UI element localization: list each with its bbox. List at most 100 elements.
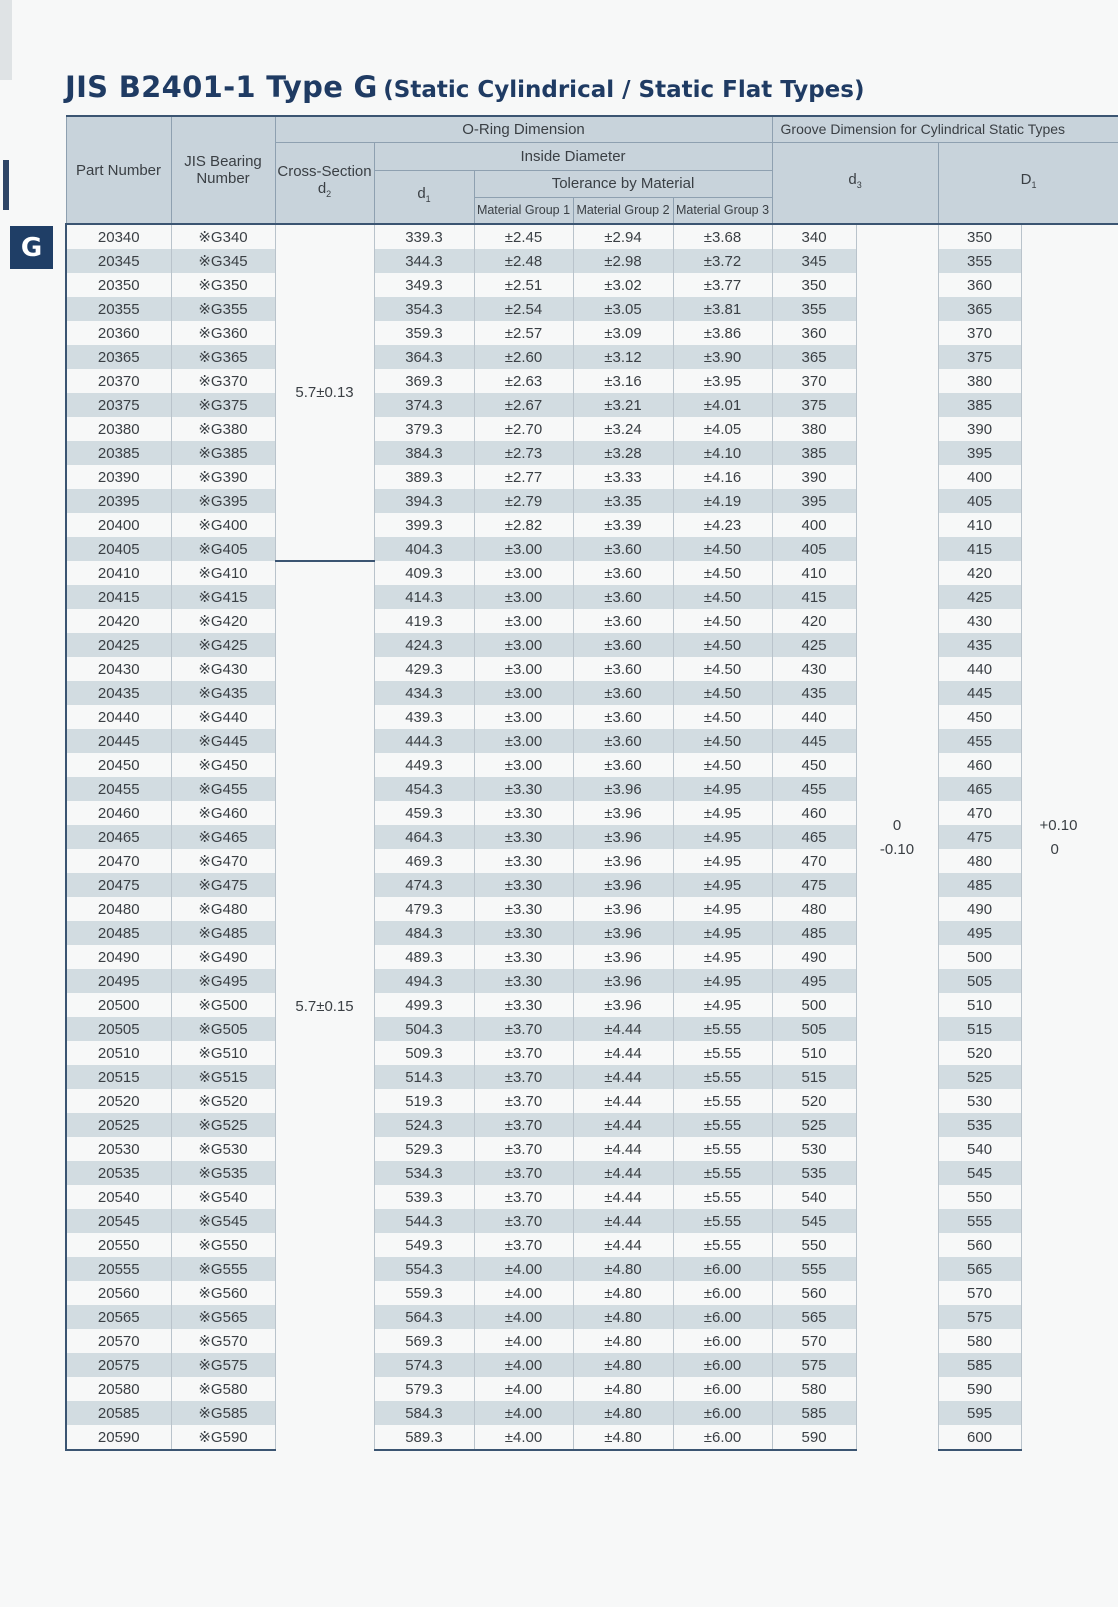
cell-d1: 574.3 [373, 1353, 475, 1377]
cell-tolerance-group-1: ±3.00 [473, 561, 574, 585]
cell-tolerance-group-2: ±3.60 [572, 657, 674, 681]
cell-tolerance-group-3: ±5.55 [672, 1017, 773, 1041]
table-row: 20430 ※G430 429.3 ±3.00 ±3.60 ±4.50 430 440 [65, 657, 1118, 681]
cell-d1: 399.3 [373, 513, 475, 537]
cell-part-number: 20430 [65, 657, 172, 681]
cell-d1: 349.3 [373, 273, 475, 297]
cell-d1: 514.3 [373, 1065, 475, 1089]
cell-d1: 439.3 [373, 705, 475, 729]
cell-d1: 589.3 [373, 1425, 475, 1451]
cell-tolerance-group-1: ±3.70 [473, 1161, 574, 1185]
cell-tolerance-group-2: ±4.44 [572, 1041, 674, 1065]
cell-d3-tolerance: 0 -0.10 [855, 224, 939, 1450]
cell-D1: 365 [937, 297, 1022, 321]
cell-tolerance-group-1: ±4.00 [473, 1329, 574, 1353]
table-row: 20400 ※G400 399.3 ±2.82 ±3.39 ±4.23 400 410 [65, 513, 1118, 537]
oring-table: Part Number JIS Bearing Number O-Ring Di… [65, 115, 1118, 1451]
cell-tolerance-group-3: ±5.55 [672, 1185, 773, 1209]
cell-part-number: 20360 [65, 321, 172, 345]
cell-d3: 555 [771, 1257, 857, 1281]
cell-tolerance-group-2: ±3.60 [572, 609, 674, 633]
cell-d1: 484.3 [373, 921, 475, 945]
cell-tolerance-group-1: ±2.70 [473, 417, 574, 441]
cell-d3: 425 [771, 633, 857, 657]
cell-tolerance-group-1: ±3.70 [473, 1113, 574, 1137]
cell-d3: 510 [771, 1041, 857, 1065]
cell-d3: 525 [771, 1113, 857, 1137]
section-marker-bar [3, 160, 9, 210]
cell-jis-bearing-number: ※G540 [170, 1185, 276, 1209]
table-row: 20510 ※G510 509.3 ±3.70 ±4.44 ±5.55 510 520 [65, 1041, 1118, 1065]
cell-D1: 435 [937, 633, 1022, 657]
cell-tolerance-group-3: ±5.55 [672, 1209, 773, 1233]
cell-part-number: 20565 [65, 1305, 172, 1329]
cell-tolerance-group-3: ±4.50 [672, 561, 773, 585]
cell-tolerance-group-3: ±4.95 [672, 825, 773, 849]
cell-tolerance-group-3: ±4.50 [672, 585, 773, 609]
table-row: 20500 ※G500 499.3 ±3.30 ±3.96 ±4.95 500 510 [65, 993, 1118, 1017]
cell-d1: 519.3 [373, 1089, 475, 1113]
cell-part-number: 20400 [65, 513, 172, 537]
cell-tolerance-group-2: ±4.44 [572, 1017, 674, 1041]
cell-d3: 545 [771, 1209, 857, 1233]
cell-d1: 459.3 [373, 801, 475, 825]
cell-d1: 369.3 [373, 369, 475, 393]
cell-D1: 535 [937, 1113, 1022, 1137]
cell-D1: 475 [937, 825, 1022, 849]
cell-tolerance-group-1: ±3.00 [473, 537, 574, 561]
cell-d3: 390 [771, 465, 857, 489]
cell-jis-bearing-number: ※G560 [170, 1281, 276, 1305]
cell-part-number: 20525 [65, 1113, 172, 1137]
table-row: 20550 ※G550 549.3 ±3.70 ±4.44 ±5.55 550 560 [65, 1233, 1118, 1257]
cell-tolerance-group-2: ±3.60 [572, 537, 674, 561]
table-row: 20415 ※G415 414.3 ±3.00 ±3.60 ±4.50 415 425 [65, 585, 1118, 609]
cell-tolerance-group-3: ±6.00 [672, 1425, 773, 1451]
cell-tolerance-group-2: ±3.60 [572, 585, 674, 609]
cell-d3: 585 [771, 1401, 857, 1425]
cell-D1: 425 [937, 585, 1022, 609]
cell-tolerance-group-1: ±2.54 [473, 297, 574, 321]
cell-tolerance-group-1: ±4.00 [473, 1257, 574, 1281]
cell-d1: 394.3 [373, 489, 475, 513]
table-header: Part Number JIS Bearing Number O-Ring Di… [65, 115, 1118, 225]
cell-d3: 340 [771, 224, 857, 249]
cell-D1: 355 [937, 249, 1022, 273]
table-row: 20450 ※G450 449.3 ±3.00 ±3.60 ±4.50 450 460 [65, 753, 1118, 777]
cell-tolerance-group-3: ±4.95 [672, 969, 773, 993]
cell-tolerance-group-2: ±3.60 [572, 681, 674, 705]
table-row: 20525 ※G525 524.3 ±3.70 ±4.44 ±5.55 525 535 [65, 1113, 1118, 1137]
cell-tolerance-group-2: ±3.96 [572, 921, 674, 945]
cell-tolerance-group-3: ±4.05 [672, 417, 773, 441]
cell-tolerance-group-2: ±4.80 [572, 1257, 674, 1281]
cell-D1: 530 [937, 1089, 1022, 1113]
cell-tolerance-group-1: ±3.70 [473, 1065, 574, 1089]
cell-jis-bearing-number: ※G550 [170, 1233, 276, 1257]
cell-d1: 424.3 [373, 633, 475, 657]
cell-tolerance-group-2: ±4.44 [572, 1185, 674, 1209]
d1-symbol: d [417, 185, 426, 203]
table-row: 20505 ※G505 504.3 ±3.70 ±4.44 ±5.55 505 515 [65, 1017, 1118, 1041]
cell-part-number: 20530 [65, 1137, 172, 1161]
cell-jis-bearing-number: ※G490 [170, 945, 276, 969]
cell-tolerance-group-2: ±3.96 [572, 777, 674, 801]
table-row: 20445 ※G445 444.3 ±3.00 ±3.60 ±4.50 445 455 [65, 729, 1118, 753]
cell-jis-bearing-number: ※G585 [170, 1401, 276, 1425]
cell-part-number: 20465 [65, 825, 172, 849]
cell-tolerance-group-1: ±2.63 [473, 369, 574, 393]
cell-D1: 580 [937, 1329, 1022, 1353]
cell-D1: 520 [937, 1041, 1022, 1065]
cell-d1: 449.3 [373, 753, 475, 777]
cell-tolerance-group-1: ±2.45 [473, 224, 574, 249]
cell-d3: 520 [771, 1089, 857, 1113]
cell-D1: 555 [937, 1209, 1022, 1233]
cell-tolerance-group-2: ±4.44 [572, 1137, 674, 1161]
cell-D1: 415 [937, 537, 1022, 561]
cell-jis-bearing-number: ※G445 [170, 729, 276, 753]
cell-part-number: 20585 [65, 1401, 172, 1425]
cell-tolerance-group-1: ±3.70 [473, 1233, 574, 1257]
cell-tolerance-group-1: ±3.00 [473, 753, 574, 777]
table-row: 20560 ※G560 559.3 ±4.00 ±4.80 ±6.00 560 570 [65, 1281, 1118, 1305]
cell-d1: 549.3 [373, 1233, 475, 1257]
section-tab-g[interactable]: G [10, 226, 53, 269]
cell-D1: 375 [937, 345, 1022, 369]
